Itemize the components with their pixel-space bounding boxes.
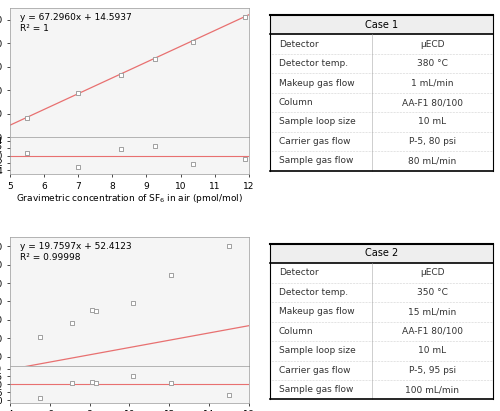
X-axis label: Gravimetric concentration of SF$_6$ in air (pmol/mol): Gravimetric concentration of SF$_6$ in a… [16, 192, 243, 205]
Point [242, 14, 250, 20]
Text: Makeup gas flow: Makeup gas flow [279, 307, 354, 316]
Text: 1 mL/min: 1 mL/min [411, 79, 454, 88]
Text: Sample gas flow: Sample gas flow [279, 157, 353, 166]
Point [117, 72, 125, 79]
Text: Case 2: Case 2 [364, 248, 398, 259]
Text: y = 19.7597x + 52.4123
R² = 0.99998: y = 19.7597x + 52.4123 R² = 0.99998 [20, 242, 131, 261]
Point [36, 334, 44, 340]
Point [151, 142, 159, 149]
Bar [270, 15, 492, 35]
Text: Makeup gas flow: Makeup gas flow [279, 79, 354, 88]
Point [68, 379, 76, 386]
Text: μECD: μECD [420, 268, 444, 277]
Point [242, 156, 250, 163]
Text: Carrier gas flow: Carrier gas flow [279, 137, 350, 146]
Point [188, 39, 196, 45]
Point [92, 379, 100, 386]
Point [225, 243, 233, 249]
Point [88, 307, 96, 314]
Text: Carrier gas flow: Carrier gas flow [279, 366, 350, 375]
Point [74, 164, 82, 171]
Text: 15 mL/min: 15 mL/min [408, 307, 457, 316]
Text: P-5, 95 psi: P-5, 95 psi [409, 366, 456, 375]
Text: Detector temp.: Detector temp. [279, 59, 348, 68]
Text: 10 mL: 10 mL [418, 346, 446, 355]
Text: 100 mL/min: 100 mL/min [406, 385, 460, 394]
Text: μECD: μECD [420, 39, 444, 48]
Point [23, 149, 31, 156]
Point [188, 160, 196, 167]
Text: P-5, 80 psi: P-5, 80 psi [409, 137, 456, 146]
Point [23, 114, 31, 121]
Point [167, 272, 175, 278]
Point [130, 300, 138, 306]
Text: 350 °C: 350 °C [417, 288, 448, 297]
Text: 10 mL: 10 mL [418, 118, 446, 127]
Point [130, 373, 138, 379]
Point [117, 145, 125, 152]
Text: Detector: Detector [279, 268, 318, 277]
Point [225, 392, 233, 398]
Text: Column: Column [279, 327, 314, 336]
Text: AA-F1 80/100: AA-F1 80/100 [402, 98, 463, 107]
Text: Sample loop size: Sample loop size [279, 346, 355, 355]
Point [36, 394, 44, 401]
Point [88, 379, 96, 386]
Text: Sample loop size: Sample loop size [279, 118, 355, 127]
Text: 380 °C: 380 °C [417, 59, 448, 68]
Text: AA-F1 80/100: AA-F1 80/100 [402, 327, 463, 336]
Point [74, 90, 82, 97]
Point [92, 308, 100, 314]
Bar [270, 244, 492, 263]
Text: 80 mL/min: 80 mL/min [408, 157, 457, 166]
Text: Detector: Detector [279, 39, 318, 48]
Text: Detector temp.: Detector temp. [279, 288, 348, 297]
Text: Column: Column [279, 98, 314, 107]
Text: Case 1: Case 1 [364, 20, 398, 30]
Text: Sample gas flow: Sample gas flow [279, 385, 353, 394]
Point [151, 55, 159, 62]
Text: y = 67.2960x + 14.5937
R² = 1: y = 67.2960x + 14.5937 R² = 1 [20, 14, 132, 33]
Point [167, 379, 175, 386]
Point [68, 320, 76, 326]
